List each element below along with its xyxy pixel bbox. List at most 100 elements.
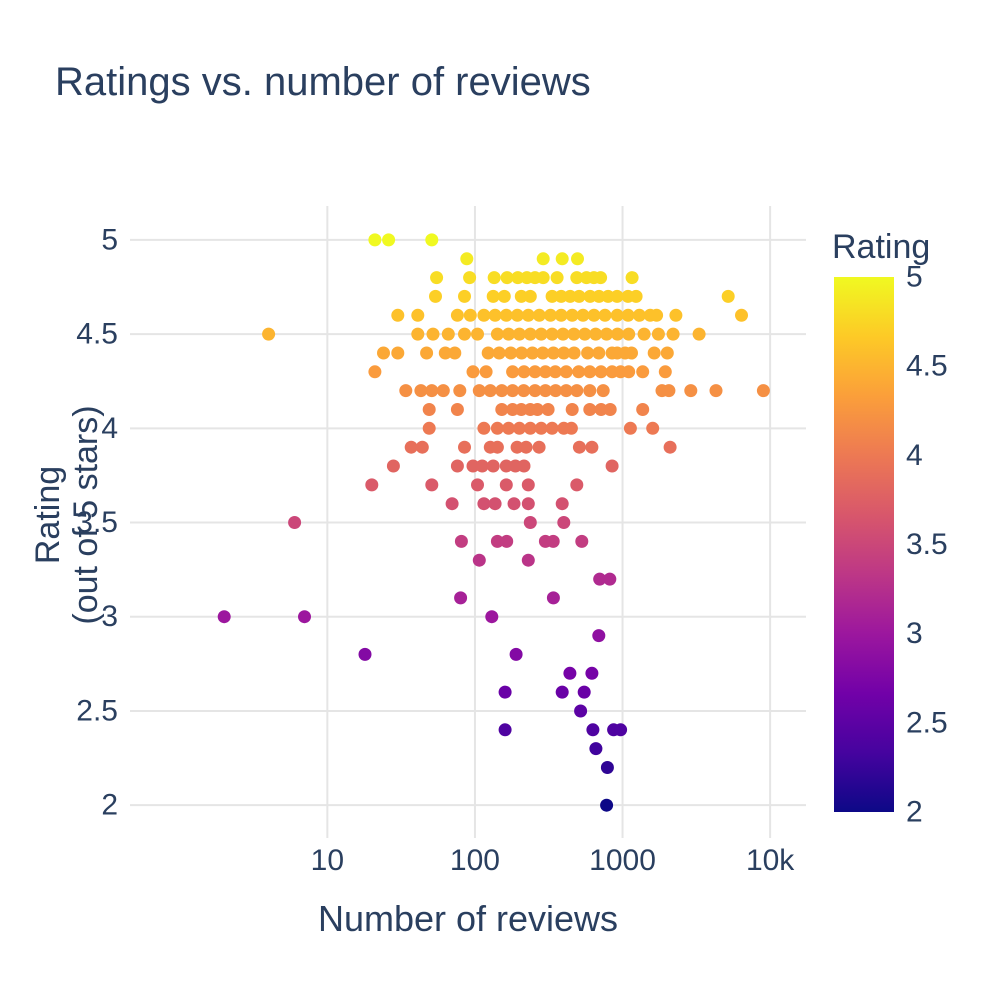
- data-point[interactable]: [565, 308, 579, 322]
- data-point[interactable]: [471, 327, 484, 341]
- data-point[interactable]: [571, 252, 584, 266]
- data-point[interactable]: [534, 421, 548, 435]
- data-point[interactable]: [528, 365, 542, 379]
- data-point[interactable]: [574, 704, 588, 718]
- data-point[interactable]: [538, 365, 552, 379]
- data-point[interactable]: [578, 327, 592, 341]
- data-point[interactable]: [404, 440, 418, 454]
- data-point[interactable]: [521, 497, 535, 511]
- data-point[interactable]: [502, 327, 516, 341]
- data-point[interactable]: [411, 327, 425, 341]
- data-point[interactable]: [756, 384, 770, 398]
- data-point[interactable]: [735, 308, 748, 322]
- data-point[interactable]: [454, 591, 468, 605]
- data-point[interactable]: [629, 289, 643, 303]
- data-point[interactable]: [422, 421, 436, 435]
- data-point[interactable]: [532, 440, 546, 454]
- data-point[interactable]: [625, 271, 639, 285]
- data-point[interactable]: [536, 346, 550, 360]
- data-point[interactable]: [477, 421, 491, 435]
- data-point[interactable]: [570, 384, 584, 398]
- data-point[interactable]: [517, 365, 531, 379]
- data-point[interactable]: [441, 327, 455, 341]
- data-point[interactable]: [500, 534, 514, 548]
- data-point[interactable]: [557, 346, 571, 360]
- data-point[interactable]: [581, 346, 595, 360]
- data-point[interactable]: [415, 440, 429, 454]
- data-point[interactable]: [510, 308, 524, 322]
- data-point[interactable]: [632, 308, 646, 322]
- data-point[interactable]: [583, 403, 597, 416]
- data-point[interactable]: [592, 629, 606, 643]
- data-point[interactable]: [499, 459, 513, 473]
- data-point[interactable]: [662, 384, 676, 398]
- data-point[interactable]: [411, 308, 425, 322]
- data-point[interactable]: [583, 384, 597, 398]
- data-point[interactable]: [499, 308, 513, 322]
- data-point[interactable]: [414, 384, 428, 398]
- data-point[interactable]: [545, 421, 559, 435]
- data-point[interactable]: [523, 289, 537, 303]
- data-point[interactable]: [477, 308, 491, 322]
- data-point[interactable]: [509, 647, 523, 661]
- data-point[interactable]: [490, 421, 504, 435]
- data-point[interactable]: [498, 723, 512, 737]
- data-point[interactable]: [521, 553, 535, 567]
- data-point[interactable]: [458, 440, 471, 454]
- data-point[interactable]: [587, 308, 601, 322]
- data-point[interactable]: [504, 346, 518, 360]
- data-point[interactable]: [572, 365, 586, 379]
- data-point[interactable]: [692, 327, 706, 341]
- data-point[interactable]: [438, 346, 452, 360]
- data-point[interactable]: [650, 308, 664, 322]
- data-point[interactable]: [420, 346, 434, 360]
- data-point[interactable]: [450, 308, 464, 322]
- data-point[interactable]: [495, 403, 509, 416]
- data-point[interactable]: [637, 327, 651, 341]
- data-point[interactable]: [463, 308, 477, 322]
- data-point[interactable]: [658, 365, 672, 379]
- data-point[interactable]: [611, 327, 624, 341]
- data-point[interactable]: [377, 346, 390, 360]
- data-point[interactable]: [589, 327, 603, 341]
- data-point[interactable]: [506, 365, 520, 379]
- data-point[interactable]: [519, 440, 533, 454]
- data-point[interactable]: [486, 459, 500, 473]
- data-point[interactable]: [262, 327, 276, 341]
- data-point[interactable]: [541, 403, 555, 416]
- data-point[interactable]: [479, 365, 493, 379]
- data-point[interactable]: [594, 271, 608, 285]
- data-point[interactable]: [512, 421, 526, 435]
- data-point[interactable]: [523, 421, 537, 435]
- data-point[interactable]: [425, 233, 439, 247]
- data-point[interactable]: [288, 516, 302, 529]
- data-point[interactable]: [596, 384, 610, 398]
- data-point[interactable]: [554, 289, 568, 303]
- data-point[interactable]: [488, 308, 502, 322]
- data-point[interactable]: [601, 289, 615, 303]
- data-point[interactable]: [603, 572, 617, 586]
- data-point[interactable]: [583, 289, 597, 303]
- data-point[interactable]: [622, 365, 636, 379]
- data-point[interactable]: [485, 610, 499, 624]
- data-point[interactable]: [358, 647, 372, 661]
- data-point[interactable]: [426, 327, 440, 341]
- data-point[interactable]: [592, 289, 606, 303]
- data-point[interactable]: [567, 327, 581, 341]
- data-point[interactable]: [510, 440, 524, 454]
- data-point[interactable]: [622, 327, 636, 341]
- data-point[interactable]: [546, 346, 560, 360]
- data-point[interactable]: [386, 459, 400, 473]
- data-point[interactable]: [523, 516, 537, 529]
- data-point[interactable]: [511, 271, 525, 285]
- data-point[interactable]: [460, 252, 474, 266]
- data-point[interactable]: [567, 346, 581, 360]
- data-point[interactable]: [483, 384, 497, 398]
- data-point[interactable]: [466, 459, 480, 473]
- data-point[interactable]: [497, 289, 511, 303]
- data-point[interactable]: [492, 346, 506, 360]
- data-point[interactable]: [517, 459, 531, 473]
- data-point[interactable]: [430, 271, 444, 285]
- data-point[interactable]: [517, 384, 531, 398]
- data-point[interactable]: [514, 289, 528, 303]
